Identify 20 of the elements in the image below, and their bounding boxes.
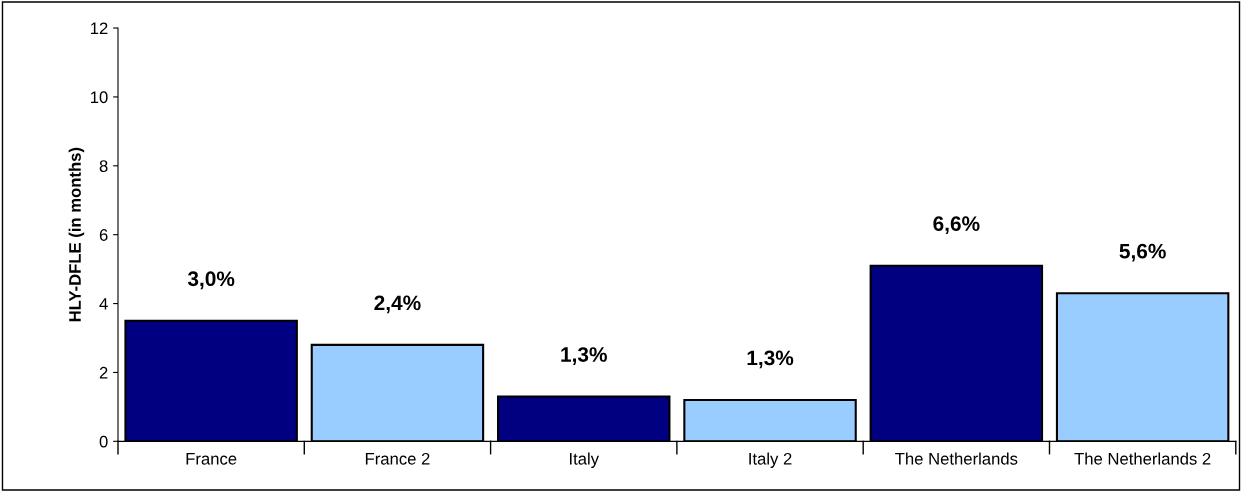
x-tick-label: France 2 (365, 452, 430, 465)
x-tick-label: The Netherlands 2 (1074, 452, 1211, 465)
y-tick-label: 10 (91, 91, 108, 104)
y-tick-label: 0 (99, 435, 108, 448)
x-tick-label: Italy (570, 452, 599, 468)
y-tick-label: 8 (99, 160, 108, 173)
x-tick-label: The Netherlands (895, 452, 1018, 465)
annotation: 5,6% (1119, 243, 1166, 262)
y-tick-label: 6 (99, 229, 108, 241)
annotation: 1,3% (747, 350, 794, 369)
annotation: 1,3% (561, 347, 607, 365)
y-tick-label: 12 (91, 22, 108, 35)
annotation: 2,4% (374, 295, 421, 314)
annotation: 6,6% (933, 216, 980, 235)
y-axis-title: HLY-DFLE (in months) (68, 147, 85, 322)
y-tick-label: 4 (99, 298, 108, 310)
annotation: 3,0% (187, 271, 235, 290)
y-tick-label: 2 (99, 366, 108, 379)
x-tick-label: Italy 2 (749, 452, 792, 468)
x-tick-label: France (186, 453, 237, 465)
